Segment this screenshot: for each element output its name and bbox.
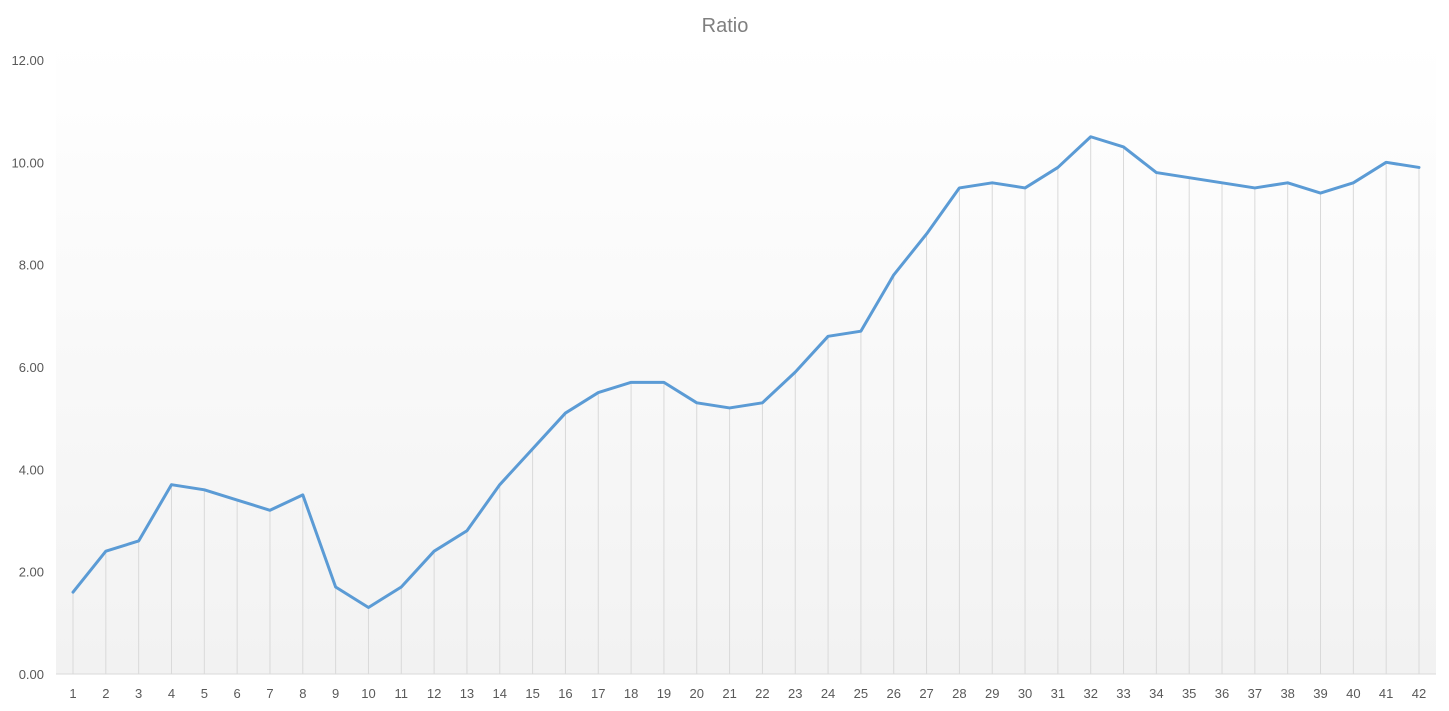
x-tick-label: 16: [558, 686, 572, 701]
x-tick-label: 24: [821, 686, 835, 701]
x-tick-label: 3: [135, 686, 142, 701]
x-tick-label: 35: [1182, 686, 1196, 701]
x-tick-label: 28: [952, 686, 966, 701]
x-tick-label: 6: [234, 686, 241, 701]
x-tick-label: 42: [1412, 686, 1426, 701]
x-tick-label: 17: [591, 686, 605, 701]
x-tick-label: 27: [919, 686, 933, 701]
x-tick-label: 12: [427, 686, 441, 701]
x-tick-label: 2: [102, 686, 109, 701]
x-tick-label: 1: [69, 686, 76, 701]
x-tick-label: 7: [266, 686, 273, 701]
x-tick-label: 5: [201, 686, 208, 701]
x-tick-label: 8: [299, 686, 306, 701]
y-axis: 0.00 2.00 4.00 6.00 8.00 10.00 12.00: [11, 53, 44, 682]
y-tick-label: 10.00: [11, 155, 44, 170]
x-tick-label: 34: [1149, 686, 1163, 701]
x-tick-label: 36: [1215, 686, 1229, 701]
x-tick-label: 9: [332, 686, 339, 701]
x-tick-label: 38: [1280, 686, 1294, 701]
x-tick-label: 11: [395, 686, 409, 701]
y-tick-label: 2.00: [19, 565, 44, 580]
x-tick-label: 4: [168, 686, 175, 701]
x-tick-label: 18: [624, 686, 638, 701]
y-tick-label: 12.00: [11, 53, 44, 68]
plot-area: [56, 40, 1436, 674]
x-tick-label: 26: [886, 686, 900, 701]
y-tick-label: 4.00: [19, 462, 44, 477]
series-line: [71, 135, 1421, 609]
x-tick-label: 14: [493, 686, 507, 701]
x-tick-label: 39: [1313, 686, 1327, 701]
drop-lines: [56, 136, 1436, 675]
x-tick-label: 32: [1083, 686, 1097, 701]
x-tick-label: 37: [1248, 686, 1262, 701]
x-tick-label: 13: [460, 686, 474, 701]
x-tick-label: 10: [361, 686, 375, 701]
y-tick-label: 6.00: [19, 360, 44, 375]
x-tick-label: 15: [525, 686, 539, 701]
x-tick-label: 30: [1018, 686, 1032, 701]
x-tick-label: 31: [1051, 686, 1065, 701]
x-tick-label: 40: [1346, 686, 1360, 701]
x-tick-label: 41: [1379, 686, 1393, 701]
x-tick-label: 25: [854, 686, 868, 701]
x-tick-label: 29: [985, 686, 999, 701]
y-tick-label: 8.00: [19, 258, 44, 273]
x-tick-label: 23: [788, 686, 802, 701]
x-tick-label: 20: [690, 686, 704, 701]
x-tick-label: 21: [722, 686, 736, 701]
x-axis: 1 2 3 4 5 6 7 8 9 10 11 12 13 14 15 16 17 18 19 20 21 22 23 24 2…: [69, 686, 1426, 701]
x-tick-label: 19: [657, 686, 671, 701]
chart-title: Ratio: [702, 15, 749, 37]
x-tick-label: 33: [1116, 686, 1130, 701]
x-tick-label: 22: [755, 686, 769, 701]
y-tick-label: 0.00: [19, 667, 44, 682]
